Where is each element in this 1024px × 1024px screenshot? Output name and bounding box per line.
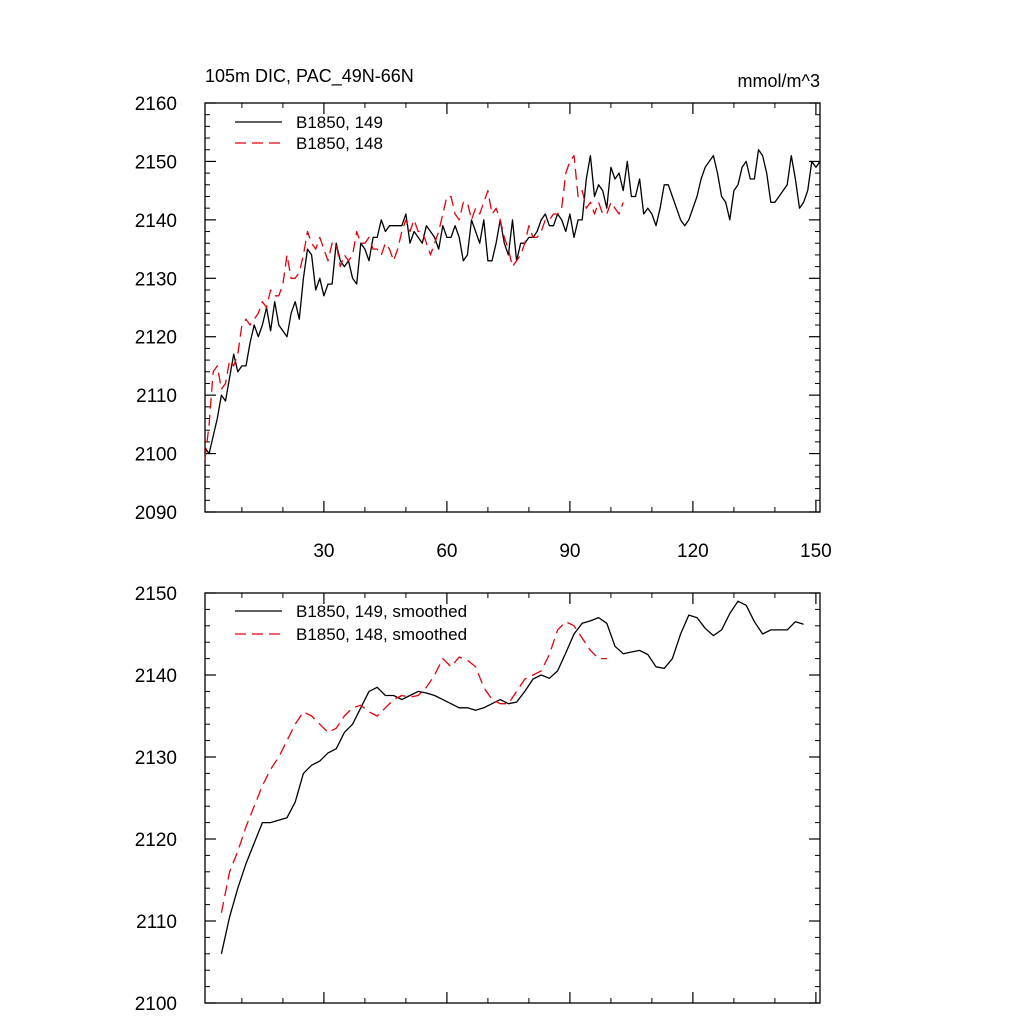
x-tick-label: 30 [313, 541, 334, 562]
y-tick-label: 2150 [135, 152, 177, 173]
chart-title: 105m DIC, PAC_49N-66N [205, 66, 414, 87]
y-tick-label: 2160 [135, 94, 177, 115]
series-line-b1850-148 [204, 154, 624, 460]
legend-top: B1850, 149 B1850, 148 [235, 113, 383, 153]
x-tick-label: 120 [677, 541, 709, 562]
legend-label-148-smoothed: B1850, 148, smoothed [296, 625, 467, 644]
bottom-plot-panel: 2100 2110 2120 2130 2140 2150 B1850, 149, smo… [135, 584, 821, 1015]
plot-frame [204, 102, 821, 513]
series-line-b1850-149-smoothed [220, 600, 804, 954]
y-tick-label: 2130 [135, 748, 177, 769]
x-tick-label: 150 [800, 541, 832, 562]
y-tick-label: 2090 [135, 503, 177, 524]
series-line-b1850-149 [204, 149, 821, 455]
top-plot-panel: 105m DIC, PAC_49N-66N mmol/m^3 2090 2100 2… [135, 66, 832, 562]
y-tick-label: 2130 [135, 269, 177, 290]
y-tick-label: 2140 [135, 211, 177, 232]
y-tick-label: 2120 [135, 830, 177, 851]
y-tick-label: 2150 [135, 584, 177, 605]
x-tick-label: 60 [436, 541, 457, 562]
units-label: mmol/m^3 [738, 71, 820, 91]
y-tick-label: 2140 [135, 666, 177, 687]
y-tick-label: 2100 [135, 445, 177, 466]
legend-label-149-smoothed: B1850, 149, smoothed [296, 602, 467, 621]
y-tick-label: 2110 [136, 912, 177, 933]
plot-frame [204, 592, 821, 1004]
legend-bottom: B1850, 149, smoothed B1850, 148, smoothe… [235, 602, 467, 644]
y-tick-label: 2110 [136, 386, 177, 407]
legend-label-148: B1850, 148 [296, 134, 383, 153]
x-tick-label: 90 [559, 541, 580, 562]
y-tick-label: 2120 [135, 328, 177, 349]
legend-label-149: B1850, 149 [296, 113, 383, 132]
y-tick-label: 2100 [135, 994, 177, 1015]
series-line-b1850-148-smoothed [220, 621, 607, 913]
